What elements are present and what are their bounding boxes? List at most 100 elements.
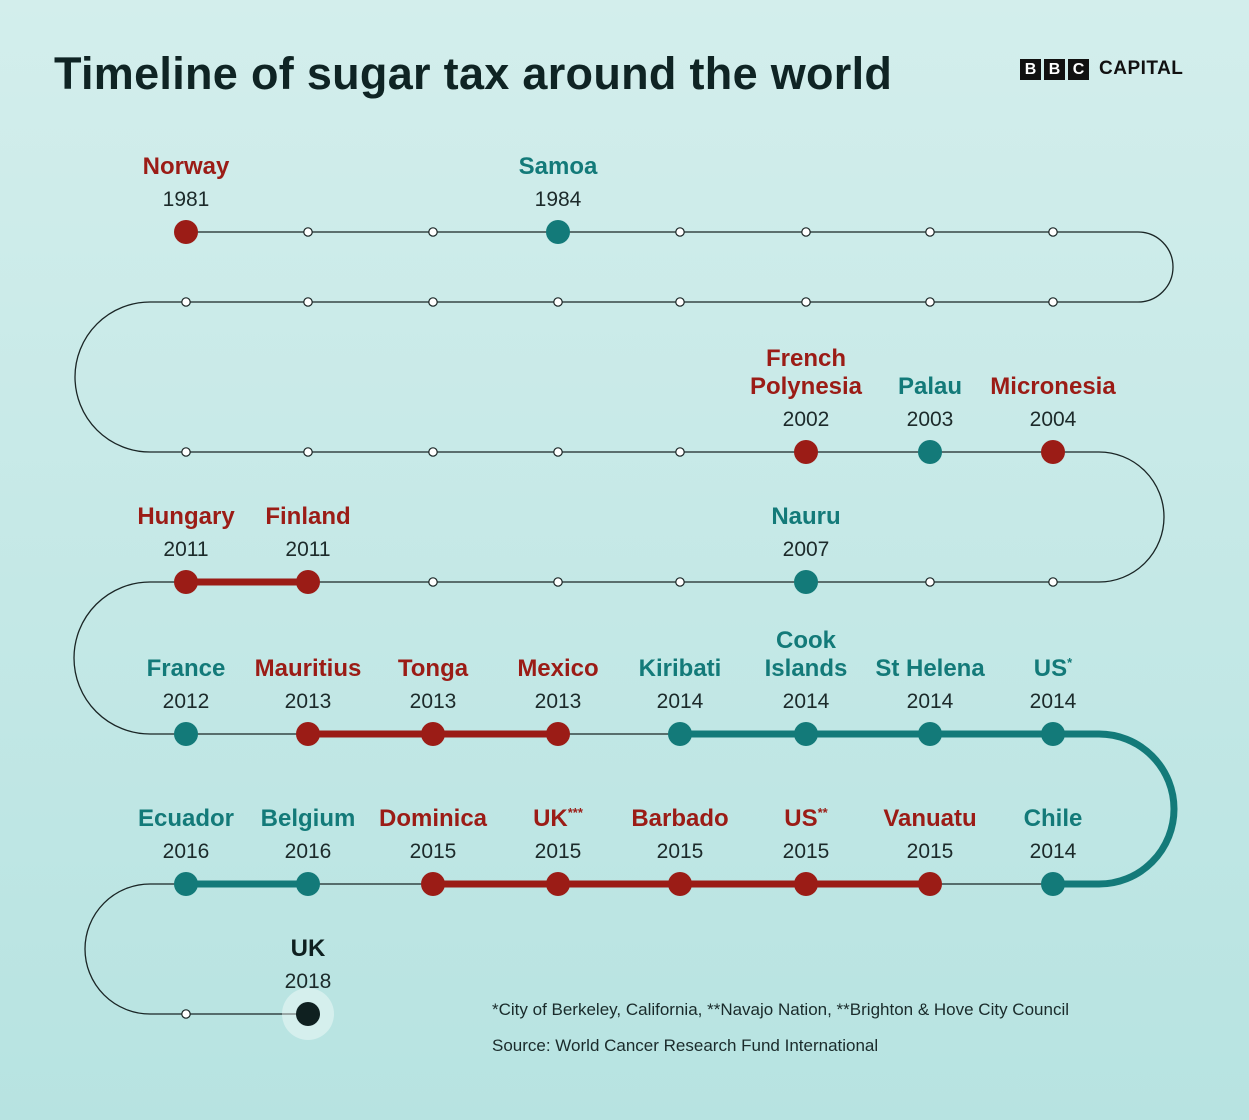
event-year: 2012 <box>163 690 210 713</box>
event-marker <box>794 570 818 594</box>
footnote-marker: *** <box>568 805 584 820</box>
empty-year-marker <box>675 447 685 457</box>
event-country: Palau <box>898 373 962 400</box>
empty-year-marker <box>303 447 313 457</box>
footnote: *City of Berkeley, California, **Navajo … <box>492 1000 1069 1019</box>
event-year: 2011 <box>163 538 208 561</box>
event-country: Barbado <box>631 805 728 832</box>
event-marker <box>1041 440 1065 464</box>
event-country: Micronesia <box>990 373 1116 400</box>
empty-year-marker <box>428 447 438 457</box>
event-marker <box>296 872 320 896</box>
event-year: 2003 <box>907 408 954 431</box>
event-country: Finland <box>265 503 350 530</box>
empty-year-marker <box>925 227 935 237</box>
event-marker <box>421 722 445 746</box>
event-year: 2004 <box>1030 408 1077 431</box>
event-country: Samoa <box>519 153 598 180</box>
empty-year-marker <box>1048 227 1058 237</box>
event-year: 2018 <box>285 970 332 993</box>
event-marker <box>174 220 198 244</box>
event-year: 2007 <box>783 538 830 561</box>
event-country: US** <box>784 805 828 832</box>
event-year: 2015 <box>535 840 582 863</box>
empty-year-marker <box>181 1009 191 1019</box>
event-marker <box>421 872 445 896</box>
event-year: 2014 <box>1030 840 1077 863</box>
event-marker <box>794 872 818 896</box>
empty-year-marker <box>428 577 438 587</box>
event-marker <box>174 570 198 594</box>
empty-year-marker <box>1048 297 1058 307</box>
event-country: Belgium <box>261 805 356 832</box>
event-marker <box>546 722 570 746</box>
highlight-segments <box>182 578 1178 888</box>
event-year: 1984 <box>535 188 582 211</box>
event-country: UK*** <box>533 805 584 832</box>
event-marker <box>296 722 320 746</box>
event-year: 2014 <box>657 690 704 713</box>
event-marker <box>668 722 692 746</box>
bbc-logo-letter: B <box>1044 58 1065 80</box>
event-year: 2015 <box>657 840 704 863</box>
event-year: 2013 <box>535 690 582 713</box>
bbc-logo-letter: C <box>1068 58 1089 80</box>
empty-year-marker <box>553 297 563 307</box>
empty-year-marker <box>553 577 563 587</box>
event-year: 2011 <box>285 538 330 561</box>
event-country: Mexico <box>517 655 598 682</box>
event-marker <box>918 440 942 464</box>
event-year: 2016 <box>163 840 210 863</box>
empty-year-marker <box>303 227 313 237</box>
source-note: Source: World Cancer Research Fund Inter… <box>492 1036 879 1055</box>
event-country: Cook <box>776 627 837 654</box>
event-year: 2016 <box>285 840 332 863</box>
event-country: Polynesia <box>750 373 863 400</box>
event-country: Tonga <box>398 655 469 682</box>
event-year: 2013 <box>410 690 457 713</box>
event-marker <box>296 570 320 594</box>
event-country: French <box>766 345 846 372</box>
empty-year-marker <box>303 297 313 307</box>
event-marker <box>546 872 570 896</box>
empty-year-markers <box>181 227 1058 1019</box>
event-marker <box>296 1002 320 1026</box>
highlight-segment <box>1049 730 1178 888</box>
event-marker <box>918 722 942 746</box>
event-year: 2015 <box>410 840 457 863</box>
event-year: 2002 <box>783 408 830 431</box>
page-title: Timeline of sugar tax around the world <box>54 48 893 99</box>
event-year: 2015 <box>907 840 954 863</box>
empty-year-marker <box>801 297 811 307</box>
empty-year-marker <box>925 297 935 307</box>
event-country: Kiribati <box>639 655 722 682</box>
event-country: US* <box>1034 655 1073 682</box>
event-marker <box>546 220 570 244</box>
event-year: 1981 <box>163 188 210 211</box>
empty-year-marker <box>181 447 191 457</box>
bbc-logo-letter: B <box>1020 58 1041 80</box>
empty-year-marker <box>801 227 811 237</box>
event-marker <box>794 722 818 746</box>
event-country: UK <box>291 935 326 962</box>
event-year: 2014 <box>907 690 954 713</box>
empty-year-marker <box>675 297 685 307</box>
timeline-path <box>73 231 1175 1015</box>
event-marker <box>794 440 818 464</box>
event-marker <box>174 722 198 746</box>
footnote-marker: ** <box>818 805 829 820</box>
empty-year-marker <box>553 447 563 457</box>
event-country: France <box>147 655 226 682</box>
footnote-marker: * <box>1067 655 1073 670</box>
event-year: 2013 <box>285 690 332 713</box>
event-marker <box>918 872 942 896</box>
empty-year-marker <box>428 297 438 307</box>
event-year: 2015 <box>783 840 830 863</box>
event-marker <box>174 872 198 896</box>
event-country: Nauru <box>771 503 840 530</box>
event-year: 2014 <box>783 690 830 713</box>
empty-year-marker <box>428 227 438 237</box>
empty-year-marker <box>181 297 191 307</box>
